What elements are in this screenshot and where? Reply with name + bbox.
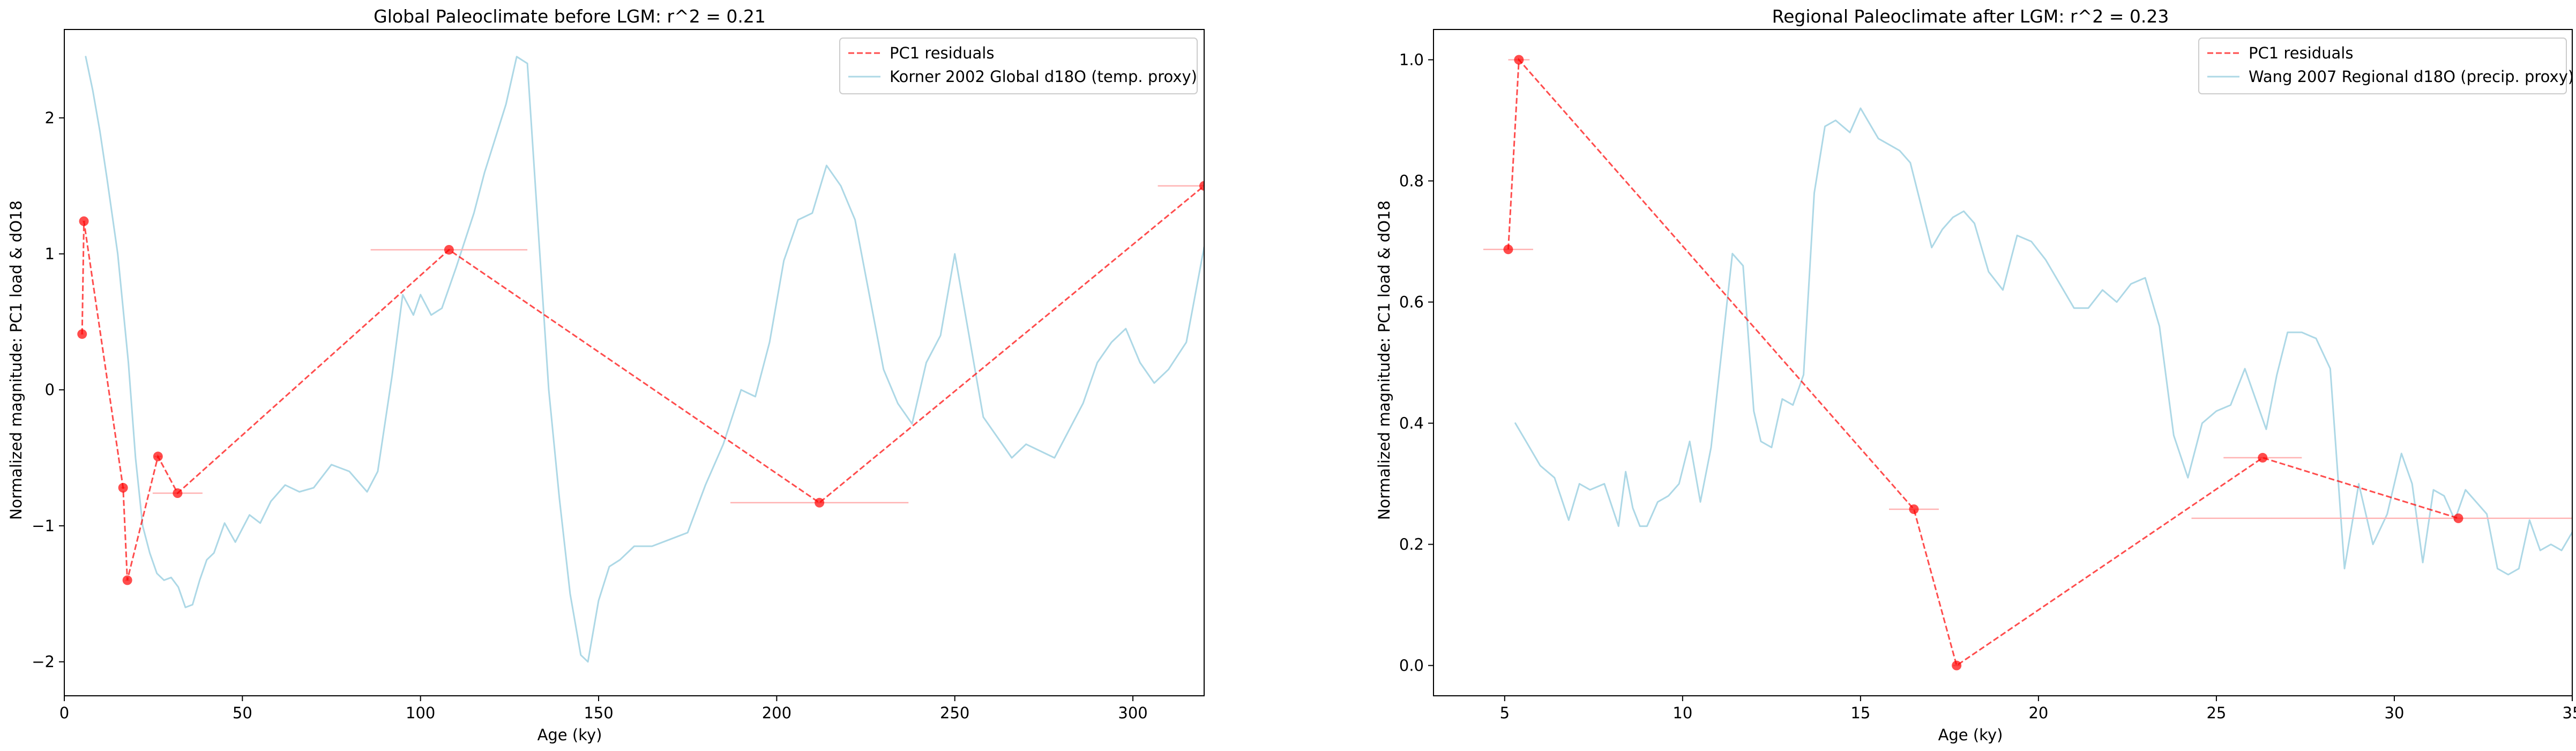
- x-tick-label: 250: [940, 704, 969, 722]
- x-tick-label: 20: [2028, 704, 2048, 722]
- legend: PC1 residuals Wang 2007 Regional d18O (p…: [2198, 38, 2574, 94]
- residual-point: [2258, 452, 2268, 463]
- y-tick-label: 1.0: [1399, 51, 1424, 69]
- legend-box: [2198, 38, 2567, 94]
- residual-point: [1199, 181, 1204, 191]
- proxy-series-line: [1514, 107, 2572, 576]
- residual-point: [77, 329, 87, 339]
- residual-point: [118, 482, 128, 493]
- residuals-series-line: [81, 185, 1204, 581]
- plot-frame: [64, 29, 1205, 696]
- y-axis-label: Normalized magnitude: PC1 load & dO18: [7, 200, 25, 520]
- axis-ticks: 0 50 100 150 200 250 300 −2 −1 0 1 2: [32, 109, 1147, 722]
- y-tick-label: 0.4: [1399, 414, 1424, 433]
- x-tick-label: 100: [406, 704, 435, 722]
- residual-point: [1514, 55, 1524, 65]
- residual-point: [173, 488, 183, 499]
- chart-left: Global Paleoclimate before LGM: r^2 = 0.…: [7, 6, 1205, 744]
- y-tick-label: 1: [45, 245, 55, 263]
- proxy-series-line: [85, 56, 1204, 663]
- axis-ticks: 5 10 15 20 25 30 35 0.0 0.2 0.4 0.6 0.8 1.0: [1399, 51, 2576, 723]
- y-tick-label: 0.8: [1399, 172, 1424, 190]
- x-tick-label: 35: [2563, 704, 2576, 722]
- chart-title: Regional Paleoclimate after LGM: r^2 = 0…: [1772, 6, 2169, 27]
- legend-label-residuals: PC1 residuals: [890, 44, 994, 62]
- y-tick-label: 2: [45, 109, 55, 127]
- x-tick-label: 30: [2385, 704, 2405, 722]
- x-tick-label: 0: [59, 704, 69, 722]
- x-tick-label: 10: [1672, 704, 1692, 722]
- chart-title: Global Paleoclimate before LGM: r^2 = 0.…: [374, 6, 766, 27]
- residual-point: [1952, 660, 1962, 671]
- x-axis-label: Age (ky): [537, 726, 602, 744]
- plot-content: [1483, 55, 2572, 671]
- x-tick-label: 50: [233, 704, 252, 722]
- residual-point: [153, 451, 163, 462]
- plot-content: [77, 56, 1204, 663]
- x-axis-label: Age (ky): [1938, 726, 2003, 744]
- x-tick-label: 15: [1850, 704, 1870, 722]
- residual-point: [1503, 244, 1513, 255]
- x-tick-label: 200: [762, 704, 792, 722]
- legend: PC1 residuals Korner 2002 Global d18O (t…: [839, 38, 1198, 94]
- legend-label-proxy: Korner 2002 Global d18O (temp. proxy): [890, 68, 1197, 86]
- residual-point: [444, 244, 454, 255]
- plot-frame: [1433, 29, 2573, 696]
- residual-point: [1909, 504, 1919, 514]
- y-axis-label: Normalized magnitude: PC1 load & dO18: [1375, 200, 1393, 520]
- y-tick-label: −1: [32, 517, 55, 535]
- legend-label-proxy: Wang 2007 Regional d18O (precip. proxy): [2249, 68, 2574, 86]
- y-tick-label: 0.2: [1399, 536, 1424, 554]
- x-tick-label: 5: [1500, 704, 1510, 722]
- y-tick-label: −2: [32, 653, 55, 671]
- y-tick-label: 0.6: [1399, 293, 1424, 311]
- x-tick-label: 300: [1118, 704, 1147, 722]
- x-tick-label: 25: [2206, 704, 2226, 722]
- legend-box: [839, 38, 1198, 94]
- legend-label-residuals: PC1 residuals: [2249, 44, 2353, 62]
- residuals-series-line: [1507, 57, 2459, 667]
- residual-point: [122, 575, 132, 585]
- y-tick-label: 0: [45, 381, 55, 399]
- residual-point: [2453, 513, 2463, 523]
- residual-point: [79, 216, 89, 226]
- x-tick-label: 150: [584, 704, 613, 722]
- chart-right: Regional Paleoclimate after LGM: r^2 = 0…: [1375, 6, 2576, 744]
- residual-point: [815, 497, 825, 508]
- y-tick-label: 0.0: [1399, 657, 1424, 675]
